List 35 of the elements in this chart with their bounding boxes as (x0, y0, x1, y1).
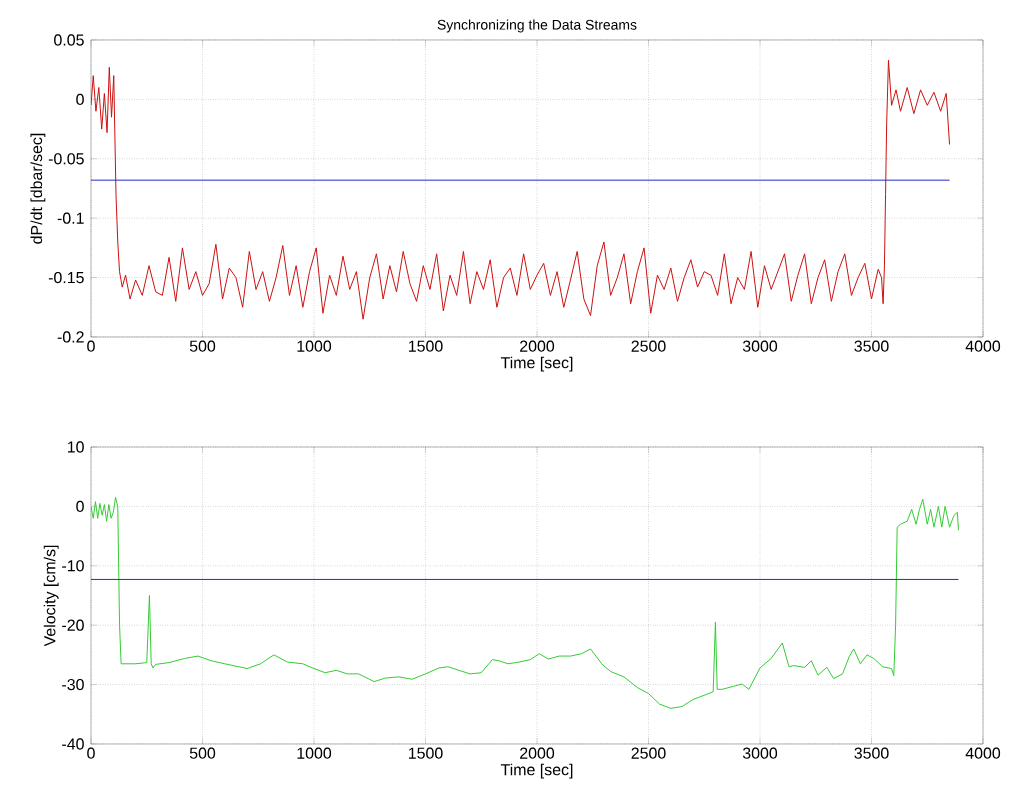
x-tick-label: 3000 (742, 747, 778, 759)
y-axis-title: dP/dt [dbar/sec] (30, 133, 46, 244)
x-tick-label: 2500 (631, 340, 666, 352)
x-tick-label: 500 (189, 747, 216, 759)
y-tick-label: 10 (67, 441, 84, 453)
chart-title: Synchronizing the Data Streams (437, 19, 637, 33)
x-tick-label: 1000 (297, 340, 332, 352)
x-axis-title: Time [sec] (500, 356, 573, 372)
y-tick-label: -40 (62, 738, 84, 750)
x-tick-label: 3000 (742, 340, 778, 352)
x-tick-label: 0 (87, 340, 95, 352)
x-tick-label: 1500 (409, 340, 443, 352)
y-tick-label: -0.2 (57, 331, 84, 343)
y-tick-label: 0 (76, 500, 84, 513)
x-tick-label: 2000 (520, 747, 555, 759)
y-tick-label: -0.15 (48, 271, 84, 284)
y-tick-label: -30 (62, 678, 84, 691)
x-tick-label: 0 (87, 747, 95, 759)
x-tick-label: 2500 (631, 747, 666, 759)
y-tick-label: -0.05 (48, 153, 84, 165)
x-tick-label: 3500 (854, 340, 889, 352)
x-tick-label: 3500 (854, 747, 889, 759)
x-tick-label: 4000 (965, 747, 1001, 759)
y-tick-label: 0 (76, 93, 84, 106)
y-tick-label: -20 (62, 619, 84, 631)
x-tick-label: 1500 (409, 747, 443, 759)
y-tick-label: 0.05 (54, 34, 84, 46)
x-axis-title: Time [sec] (500, 763, 573, 779)
x-tick-label: 1000 (297, 747, 332, 759)
y-axis-title: Velocity [cm/s] (43, 545, 59, 647)
x-tick-label: 4000 (965, 340, 1001, 352)
y-tick-label: -0.1 (57, 212, 84, 224)
x-tick-label: 500 (189, 340, 216, 352)
y-tick-label: -10 (62, 560, 84, 572)
x-tick-label: 2000 (520, 340, 555, 352)
